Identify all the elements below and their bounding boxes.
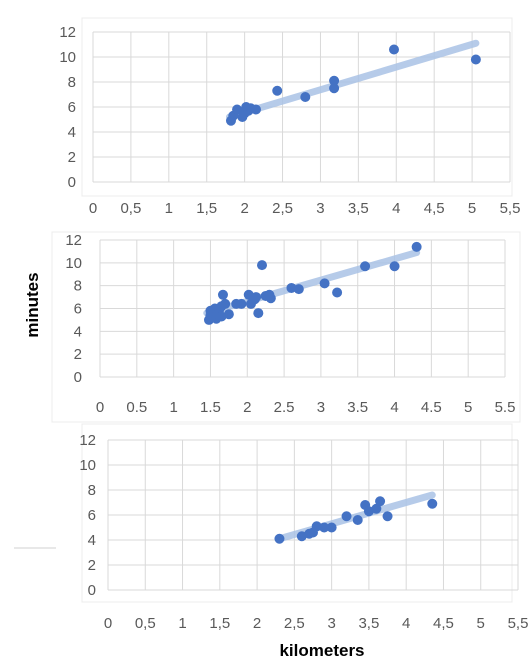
data-point xyxy=(232,104,243,115)
data-point xyxy=(389,261,400,272)
data-point xyxy=(427,498,438,509)
data-point xyxy=(470,54,481,65)
y-tick-label: 4 xyxy=(88,532,96,549)
x-tick-label: 3 xyxy=(317,399,325,416)
data-point xyxy=(352,515,363,525)
y-tick-label: 8 xyxy=(74,278,82,295)
x-tick-label: 5,5 xyxy=(508,615,529,632)
x-tick-label: 0,5 xyxy=(120,200,141,217)
y-tick-label: 4 xyxy=(74,323,82,340)
y-tick-label: 6 xyxy=(68,99,76,116)
x-tick-label: 3.5 xyxy=(347,399,368,416)
y-axis-title: minutes xyxy=(23,272,42,337)
data-point xyxy=(332,287,343,298)
y-tick-label: 6 xyxy=(88,507,96,524)
x-tick-label: 4 xyxy=(390,399,398,416)
data-point xyxy=(375,496,386,507)
x-tick-label: 5 xyxy=(464,399,472,416)
x-tick-label: 0,5 xyxy=(135,615,156,632)
data-point xyxy=(382,511,393,522)
x-tick-label: 1 xyxy=(178,615,186,632)
data-point xyxy=(253,308,264,319)
data-point xyxy=(326,522,337,533)
data-point xyxy=(293,284,304,295)
x-tick-label: 2.5 xyxy=(274,399,295,416)
data-point xyxy=(311,521,322,532)
trendline xyxy=(225,39,480,121)
chart-panel-1: 0 0,5 1 1,5 2 2,5 3 3,5 4 4,5 5 5,5 0 2 4 6 8 10 12 xyxy=(59,24,520,217)
y-tick-label: 8 xyxy=(68,74,76,91)
x-tick-label: 2 xyxy=(253,615,261,632)
x-tick-label: 5.5 xyxy=(495,399,516,416)
data-point xyxy=(329,75,340,86)
data-point xyxy=(265,293,276,304)
y-tick-label: 2 xyxy=(68,149,76,166)
data-point xyxy=(272,85,283,96)
y-tick-label: 0 xyxy=(68,174,76,191)
x-tick-label: 1 xyxy=(165,200,173,217)
data-point xyxy=(371,503,382,514)
x-tick-label: 3 xyxy=(316,200,324,217)
x-tick-label: 4,5 xyxy=(433,615,454,632)
y-tick-label: 10 xyxy=(65,255,82,272)
data-point xyxy=(217,289,228,300)
x-tick-label: 4.5 xyxy=(421,399,442,416)
y-tick-label: 2 xyxy=(88,557,96,574)
x-tick-label: 2 xyxy=(240,200,248,217)
data-point xyxy=(257,260,267,271)
x-tick-label: 0 xyxy=(89,200,97,217)
x-tick-label: 5 xyxy=(477,615,485,632)
data-point xyxy=(411,241,422,252)
data-point xyxy=(360,261,371,272)
x-axis-title: kilometers xyxy=(279,641,364,660)
y-tick-label: 12 xyxy=(79,432,96,449)
x-tick-label: 3,5 xyxy=(358,615,379,632)
x-tick-label: 2,5 xyxy=(272,200,293,217)
data-point xyxy=(251,292,262,303)
chart-panel-3: 0 0,5 1 1,5 2 2,5 3 3,5 4 4,5 5 5,5 0 2 4 6 8 10 12 xyxy=(79,432,528,632)
chart-panel-2: 0 0.5 1 1.5 2 2.5 3 3.5 4 4.5 5 5.5 0 2 4 6 8 10 12 xyxy=(65,232,515,416)
x-tick-label: 1,5 xyxy=(209,615,230,632)
x-tick-label: 4,5 xyxy=(424,200,445,217)
y-tick-label: 10 xyxy=(79,457,96,474)
x-tick-label: 2 xyxy=(243,399,251,416)
data-point xyxy=(223,309,234,320)
y-tick-label: 8 xyxy=(88,482,96,499)
x-tick-label: 0 xyxy=(96,399,104,416)
x-tick-label: 5,5 xyxy=(500,200,521,217)
data-point xyxy=(341,511,352,522)
x-tick-label: 1 xyxy=(169,399,177,416)
x-tick-label: 4 xyxy=(392,200,400,217)
x-tick-label: 0 xyxy=(104,615,112,632)
y-tick-label: 6 xyxy=(74,301,82,318)
x-tick-label: 3,5 xyxy=(348,200,369,217)
x-tick-label: 0.5 xyxy=(126,399,147,416)
x-tick-label: 1,5 xyxy=(196,200,217,217)
y-tick-label: 12 xyxy=(59,24,76,41)
x-tick-label: 5 xyxy=(468,200,476,217)
y-tick-label: 0 xyxy=(74,369,82,386)
data-point xyxy=(319,278,330,289)
x-tick-label: 4 xyxy=(402,615,410,632)
y-tick-label: 12 xyxy=(65,232,82,249)
y-tick-label: 4 xyxy=(68,124,76,141)
data-point xyxy=(329,83,340,94)
data-point xyxy=(286,282,297,293)
x-tick-label: 2,5 xyxy=(284,615,305,632)
data-point xyxy=(274,533,285,544)
y-tick-label: 10 xyxy=(59,49,76,66)
data-point xyxy=(388,44,399,55)
x-tick-label: 3 xyxy=(327,615,335,632)
data-point xyxy=(300,92,311,102)
data-point xyxy=(319,522,330,533)
data-point xyxy=(251,104,262,115)
data-point xyxy=(220,298,231,309)
data-point xyxy=(236,298,247,309)
y-tick-label: 0 xyxy=(88,582,96,599)
y-tick-label: 2 xyxy=(74,346,82,363)
x-tick-label: 1.5 xyxy=(200,399,221,416)
